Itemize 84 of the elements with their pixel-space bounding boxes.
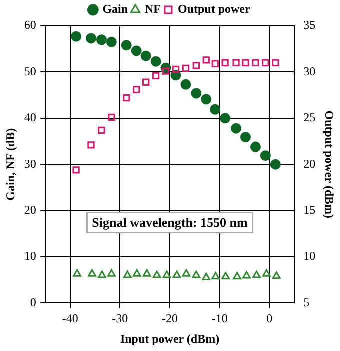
point [250,142,261,152]
point [86,33,97,44]
point [192,62,200,70]
point [262,59,270,67]
legend-label: NF [145,2,162,16]
point [252,59,260,67]
point [242,59,250,67]
point [202,273,211,281]
y-tick-label: 20 [24,202,36,217]
y-tick-label: 10 [24,249,36,264]
point [252,270,261,278]
point [262,269,271,277]
point [222,59,229,67]
x-axis-title: Input power (dBm) [120,332,220,346]
point [98,126,106,134]
y2-tick-label: 35 [304,18,316,32]
point [201,94,212,105]
point [142,269,152,277]
point [232,59,240,67]
point [172,66,180,74]
x-tick-label: -20 [162,312,178,326]
point [242,271,251,279]
point [88,269,96,277]
x-tick-label: -30 [112,312,128,326]
point [260,150,271,162]
y2-axis-title: Output power (dBm) [322,110,337,218]
x-tick-label: 0 [266,312,273,326]
x-tick-label: -40 [62,312,78,326]
point [220,113,231,124]
point [123,94,130,102]
y2-tick-label: 15 [304,202,316,217]
point [202,56,210,64]
point [172,270,182,278]
legend-label: Gain [102,2,128,16]
point [121,40,132,51]
annotation: Signal wavelength: 1550 nm [92,215,248,230]
point [222,272,230,280]
point [270,159,281,170]
legend-label: Output power [178,2,252,16]
y2-tick-label: 30 [304,64,316,78]
point [108,114,116,122]
y-tick-label: 30 [24,156,36,171]
point [210,104,221,115]
point [132,269,142,277]
point [182,269,191,277]
point [272,59,280,67]
y2-tick-label: 10 [304,249,316,264]
point [106,36,117,48]
point [73,269,82,277]
point [212,60,219,68]
point [142,78,150,86]
point [133,86,140,94]
point [71,31,82,42]
point [72,166,80,174]
point [180,79,192,90]
point [123,270,132,278]
point [131,46,142,56]
y-tick-label: 60 [24,18,36,32]
point [96,34,107,46]
point [150,56,162,67]
point [98,270,106,278]
x-tick-label: -10 [212,312,228,326]
point [162,270,172,278]
y-tick-label: 50 [24,64,36,78]
point [272,272,281,280]
point [182,64,190,72]
y2-tick-label: 5 [304,295,310,310]
point [231,123,242,134]
point [240,132,252,143]
point [152,72,160,80]
point [191,88,202,99]
y2-tick-label: 25 [304,110,316,125]
y-tick-label: 40 [24,110,36,125]
point [152,270,162,278]
point [162,68,170,75]
point [88,142,95,149]
point [140,50,152,62]
y2-tick-label: 20 [304,156,316,171]
y-axis-title: Gain, NF (dB) [3,128,18,201]
point [212,272,220,280]
point [107,269,116,277]
y-tick-label: 0 [30,295,36,310]
point [233,272,242,280]
point [192,270,201,278]
